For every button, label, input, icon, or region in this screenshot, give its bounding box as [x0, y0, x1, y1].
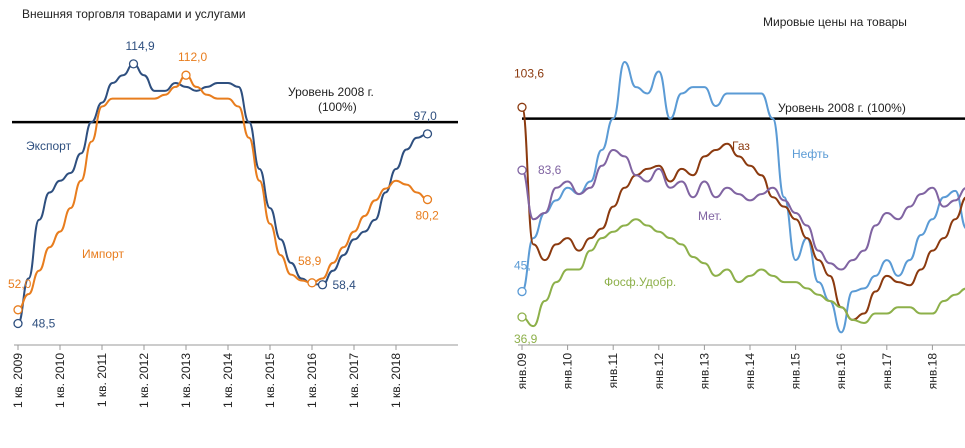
data-label: 103,6 — [514, 66, 544, 80]
series-line — [521, 218, 965, 328]
chart-title: Мировые цены на товары — [763, 15, 907, 29]
x-tick-label: янв.09 — [515, 353, 529, 390]
data-label: 80,2 — [416, 209, 440, 223]
series-name: Фосф.Удобр. — [604, 275, 676, 289]
point-marker — [517, 286, 527, 297]
series-line — [17, 62, 428, 325]
chart-title: Внешняя торговля товарами и услугами — [22, 7, 246, 21]
series-line — [17, 74, 428, 311]
x-tick-label: 1 кв. 2016 — [305, 353, 319, 408]
x-tick-label: 1 кв. 2017 — [347, 353, 361, 408]
series-name: Газ — [732, 139, 750, 153]
point-marker — [517, 165, 527, 175]
point-marker — [422, 129, 433, 139]
data-label: 97,0 — [414, 109, 438, 123]
data-label: 58,9 — [298, 254, 322, 268]
series-name: Мет. — [698, 209, 722, 223]
x-tick-label: 1 кв. 2009 — [11, 353, 25, 408]
data-label: 114,9 — [126, 39, 155, 53]
x-tick-label: янв.17 — [880, 353, 894, 390]
x-tick-label: янв.10 — [561, 353, 575, 390]
point-marker — [517, 312, 527, 322]
panel: 1 кв. 2009 1 кв. 2010 1 кв. 2011 1 кв. 2012… — [8, 39, 458, 408]
point-marker — [128, 59, 139, 69]
x-tick-label: 1 кв. 2014 — [221, 353, 235, 408]
series-line — [521, 61, 965, 334]
data-label: 45, — [514, 259, 531, 273]
series-line — [521, 106, 965, 321]
x-tick-label: 1 кв. 2015 — [263, 353, 277, 408]
point-marker — [181, 70, 191, 80]
data-label: 58,4 — [333, 278, 357, 292]
x-tick-label: 1 кв. 2013 — [179, 353, 193, 408]
data-label: 83,6 — [538, 163, 562, 177]
reference-label: Уровень 2008 г. (100%) — [778, 101, 906, 115]
series-line — [521, 149, 965, 271]
data-label: 48,5 — [32, 316, 56, 330]
x-tick-label: янв.11 — [606, 353, 620, 389]
x-tick-label: янв.12 — [652, 353, 666, 390]
series-name: Импорт — [82, 247, 124, 261]
x-tick-label: 1 кв. 2018 — [389, 353, 403, 408]
x-tick-label: янв.14 — [743, 353, 757, 390]
series-name: Экспорт — [26, 139, 72, 153]
x-tick-label: 1 кв. 2010 — [53, 353, 67, 408]
point-marker — [517, 102, 527, 112]
data-label: 112,0 — [178, 50, 207, 64]
data-label: 52,0 — [8, 277, 32, 291]
x-tick-label: 1 кв. 2012 — [137, 353, 151, 408]
x-tick-label: янв.13 — [697, 353, 711, 390]
panel: янв.09 янв.10 янв.11 янв.12 янв.13 янв.14 янв.… — [514, 61, 965, 390]
series-name: Нефть — [792, 147, 829, 161]
data-label: 36,9 — [514, 332, 538, 346]
point-marker — [307, 278, 317, 288]
x-tick-label: 1 кв. 2011 — [95, 353, 109, 407]
x-tick-label: янв.18 — [925, 353, 939, 390]
x-tick-label: янв.15 — [789, 353, 803, 390]
point-marker — [422, 194, 433, 205]
reference-label: Уровень 2008 г. — [288, 85, 374, 99]
reference-label: (100%) — [318, 100, 357, 114]
point-marker — [317, 280, 328, 290]
x-tick-label: янв.16 — [834, 353, 848, 390]
point-marker — [13, 305, 23, 315]
point-marker — [13, 318, 23, 329]
